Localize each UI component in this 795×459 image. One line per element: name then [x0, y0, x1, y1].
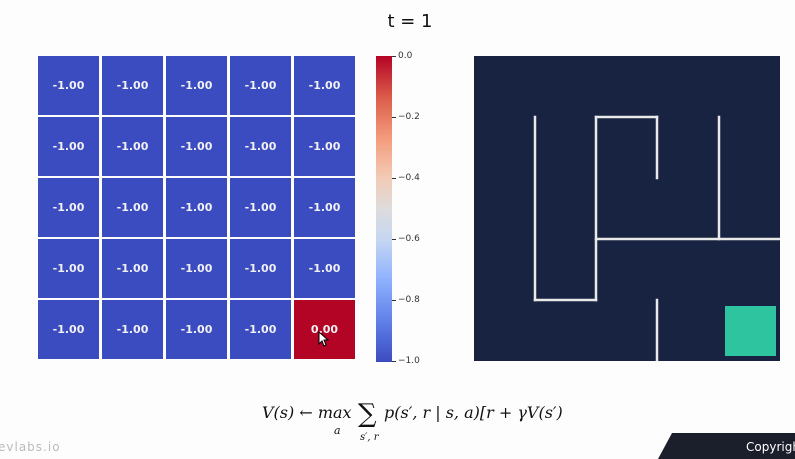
colorbar-tick [392, 239, 396, 240]
colorbar-tick [392, 117, 396, 118]
goal-cell [725, 306, 776, 356]
grid-cell: -1.00 [166, 178, 227, 237]
mouse-cursor-icon [318, 331, 330, 347]
grid-cell: -1.00 [38, 178, 99, 237]
grid-cell: -1.00 [230, 300, 291, 359]
sum-subscript: s′, r [360, 432, 380, 443]
grid-cell: -1.00 [102, 178, 163, 237]
grid-cell: -1.00 [38, 117, 99, 176]
grid-cell: -1.00 [166, 300, 227, 359]
grid-cell: -1.00 [102, 117, 163, 176]
timestep-title: t = 1 [387, 11, 433, 32]
equation-lhs: V(s) ← max [262, 403, 352, 422]
grid-cell: -1.00 [38, 56, 99, 115]
maze-walls [533, 115, 780, 361]
grid-cell: -1.00 [102, 239, 163, 298]
grid-cell: -1.00 [294, 56, 355, 115]
grid-cell: -1.00 [102, 56, 163, 115]
colorbar-tick [392, 56, 396, 57]
colorbar-tick-label: −0.6 [398, 234, 420, 244]
max-subscript: a [334, 424, 341, 437]
colorbar-tick-label: −0.4 [398, 173, 420, 183]
grid-cell: -1.00 [294, 239, 355, 298]
value-grid: -1.00 -1.00 -1.00 -1.00 -1.00 -1.00 -1.00 -1.00… [38, 56, 355, 362]
colorbar-tick-label: −0.8 [398, 295, 420, 305]
grid-cell: -1.00 [230, 117, 291, 176]
brand-watermark: evlabs.io [0, 440, 61, 454]
grid-cell: -1.00 [166, 117, 227, 176]
sum-symbol: ∑ [358, 399, 377, 429]
grid-cell: -1.00 [230, 178, 291, 237]
colorbar-tick [392, 361, 396, 362]
grid-cell: -1.00 [166, 56, 227, 115]
grid-cell: -1.00 [294, 117, 355, 176]
colorbar [376, 56, 392, 362]
colorbar-tick [392, 300, 396, 301]
grid-cell: -1.00 [38, 239, 99, 298]
colorbar-tick-label: 0.0 [398, 51, 413, 61]
grid-cell: -1.00 [102, 300, 163, 359]
equation-rhs: p(s′, r | s, a)[r + γV(s′)] [384, 403, 562, 422]
colorbar-tick [392, 178, 396, 179]
grid-cell: -1.00 [294, 178, 355, 237]
maze-panel [474, 56, 780, 361]
colorbar-tick-label: −0.2 [398, 112, 420, 122]
colorbar-tick-label: −1.0 [398, 356, 420, 366]
grid-cell: -1.00 [230, 239, 291, 298]
grid-cell: -1.00 [38, 300, 99, 359]
grid-cell: -1.00 [230, 56, 291, 115]
copyright-text: Copyrigh [746, 440, 795, 454]
copyright-banner [658, 433, 795, 459]
bellman-equation: V(s) ← max a ∑ s′, r p(s′, r | s, a)[r +… [262, 399, 562, 443]
grid-cell: 0.00 [294, 300, 355, 359]
grid-cell: -1.00 [166, 239, 227, 298]
